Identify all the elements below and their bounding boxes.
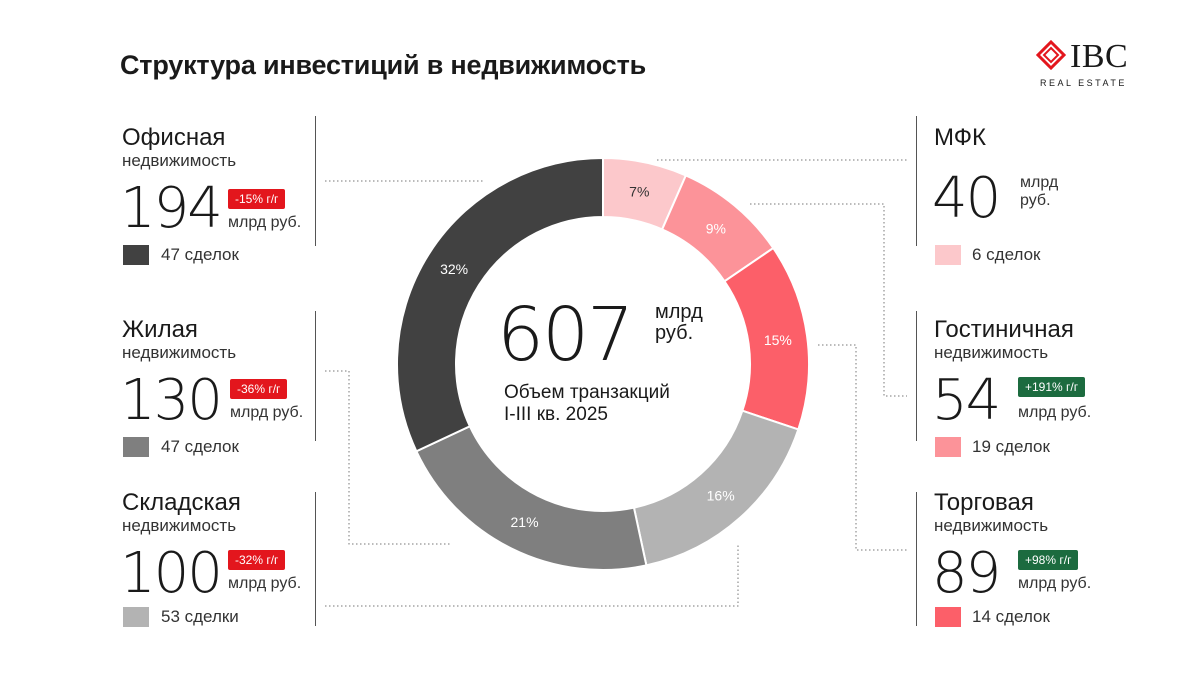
- segment-value: 89: [932, 541, 1001, 606]
- divider-resid: [315, 311, 316, 441]
- segment-subname: недвижимость: [122, 516, 237, 535]
- divider-whouse: [315, 492, 316, 626]
- segment-name: Торговая: [934, 489, 1034, 516]
- legend-swatch: [935, 245, 961, 265]
- segment-residential: Жилая недвижимость 130 -36% г/г млрд руб…: [120, 316, 312, 467]
- page-title: Структура инвестиций в недвижимость: [120, 50, 646, 80]
- total-unit-line1: млрд: [655, 301, 703, 323]
- deals-count: 53 сделки: [161, 607, 239, 626]
- segment-value: 130: [120, 368, 223, 433]
- legend-swatch: [123, 607, 149, 627]
- yoy-change-badge: -32% г/г: [228, 550, 286, 570]
- segment-hotel: Гостиничная недвижимость 54 +191% г/г мл…: [932, 316, 1124, 467]
- segment-unit-line1: млрд: [1020, 174, 1059, 191]
- slice-percent-label: 16%: [707, 488, 735, 504]
- deals-count: 47 сделок: [161, 437, 239, 456]
- segment-value: 40: [932, 166, 1001, 231]
- deals-count: 6 сделок: [972, 245, 1041, 264]
- segment-unit: млрд руб.: [228, 214, 302, 231]
- slice-percent-label: 32%: [440, 261, 468, 277]
- yoy-change-badge: -36% г/г: [230, 379, 288, 399]
- segment-subname: недвижимость: [934, 343, 1049, 362]
- total-value: 607: [497, 292, 634, 378]
- slice-percent-label: 15%: [764, 332, 792, 348]
- legend-swatch: [935, 607, 961, 627]
- company-logo: IBC REAL ESTATE: [1036, 38, 1148, 90]
- segment-subname: недвижимость: [122, 343, 237, 362]
- yoy-change-badge: -15% г/г: [228, 189, 286, 209]
- yoy-change-badge: +98% г/г: [1018, 550, 1079, 570]
- segment-value: 54: [932, 368, 1001, 433]
- segment-unit: млрд руб.: [1018, 575, 1092, 592]
- divider-retail: [916, 492, 917, 626]
- yoy-change-badge: +191% г/г: [1018, 377, 1086, 397]
- slice-percent-label: 9%: [706, 220, 726, 236]
- logo-text: IBC: [1070, 38, 1129, 75]
- segment-subname: недвижимость: [122, 151, 237, 170]
- divider-office: [315, 116, 316, 246]
- segment-unit: млрд руб.: [228, 575, 302, 592]
- deals-count: 19 сделок: [972, 437, 1050, 456]
- donut-slice: [415, 424, 648, 571]
- deals-count: 14 сделок: [972, 607, 1050, 626]
- logo-subtitle: REAL ESTATE: [1040, 78, 1127, 88]
- segment-retail: Торговая недвижимость 89 +98% г/г млрд р…: [932, 489, 1124, 640]
- legend-swatch: [123, 245, 149, 265]
- divider-mfk: [916, 116, 917, 246]
- segment-unit: млрд руб.: [230, 404, 304, 421]
- total-unit-line2: руб.: [655, 322, 694, 344]
- segment-name: МФК: [934, 124, 986, 151]
- total-caption-line1: Объем транзакций: [504, 382, 670, 403]
- segment-unit: млрд руб.: [1018, 404, 1092, 421]
- segment-name: Складская: [122, 489, 241, 516]
- segment-warehouse: Складская недвижимость 100 -32% г/г млрд…: [120, 489, 312, 640]
- segment-name: Гостиничная: [934, 316, 1074, 343]
- segment-value: 194: [120, 176, 223, 241]
- total-caption-line2: I-III кв. 2025: [504, 404, 608, 425]
- segment-name: Офисная: [122, 124, 226, 151]
- legend-swatch: [935, 437, 961, 457]
- slice-percent-label: 7%: [629, 183, 649, 199]
- donut-slice: [396, 156, 604, 453]
- total-caption: Объем транзакций I-III кв. 2025: [504, 382, 724, 426]
- ibc-logo-icon: [1036, 40, 1066, 70]
- segment-subname: недвижимость: [934, 516, 1049, 535]
- segment-unit-line2: руб.: [1020, 192, 1051, 209]
- divider-hotel: [916, 311, 917, 441]
- total-unit: млрд руб.: [655, 302, 735, 344]
- deals-count: 47 сделок: [161, 245, 239, 264]
- slice-percent-label: 21%: [511, 514, 539, 530]
- legend-swatch: [123, 437, 149, 457]
- segment-office: Офисная недвижимость 194 -15% г/г млрд р…: [120, 124, 312, 275]
- segment-mfk: МФК 40 млрд руб. 6 сделок: [932, 124, 1124, 275]
- segment-value: 100: [120, 541, 223, 606]
- segment-name: Жилая: [122, 316, 198, 343]
